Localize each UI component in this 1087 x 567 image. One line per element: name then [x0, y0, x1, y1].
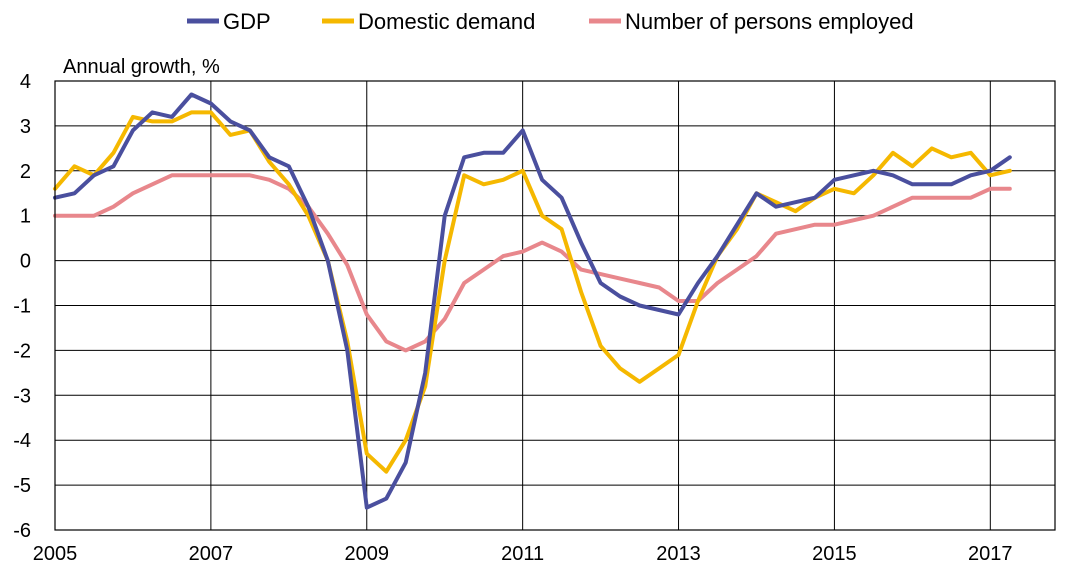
series-line-domestic-demand [53, 110, 1012, 474]
y-tick-label: 1 [20, 206, 31, 228]
x-tick-label: 2007 [189, 543, 234, 565]
legend-label: Number of persons employed [625, 9, 914, 34]
grid [54, 80, 1055, 531]
y-tick-label: -5 [13, 475, 31, 497]
legend: GDP Domestic demand Number of persons empl… [187, 9, 914, 34]
series-line-gdp [53, 92, 1012, 510]
y-tick-label: -6 [13, 520, 31, 542]
x-tick-label: 2017 [968, 543, 1013, 565]
series-lines [53, 92, 1012, 510]
plot-frame [54, 80, 1056, 531]
y-tick-label: 4 [20, 71, 31, 93]
legend-item-domestic-demand: Domestic demand [322, 9, 535, 34]
y-tick-label: 0 [20, 251, 31, 273]
x-tick-label: 2009 [345, 543, 390, 565]
x-tick-label: 2013 [656, 543, 701, 565]
y-tick-label: -3 [13, 385, 31, 407]
legend-item-gdp: GDP [187, 9, 271, 34]
legend-label: GDP [223, 9, 271, 34]
y-tick-label: -2 [13, 340, 31, 362]
series-line-persons-employed [53, 173, 1012, 353]
y-axis-label: Annual growth, % [63, 56, 220, 78]
legend-item-persons-employed: Number of persons employed [589, 9, 914, 34]
legend-label: Domestic demand [358, 9, 535, 34]
x-tick-label: 2011 [501, 543, 544, 565]
y-tick-label: 3 [20, 116, 31, 138]
y-tick-label: 2 [20, 161, 31, 183]
x-tick-label: 2015 [812, 543, 857, 565]
y-tick-label: -1 [13, 296, 31, 318]
x-tick-label: 2005 [33, 543, 78, 565]
y-tick-label: -4 [13, 430, 31, 452]
